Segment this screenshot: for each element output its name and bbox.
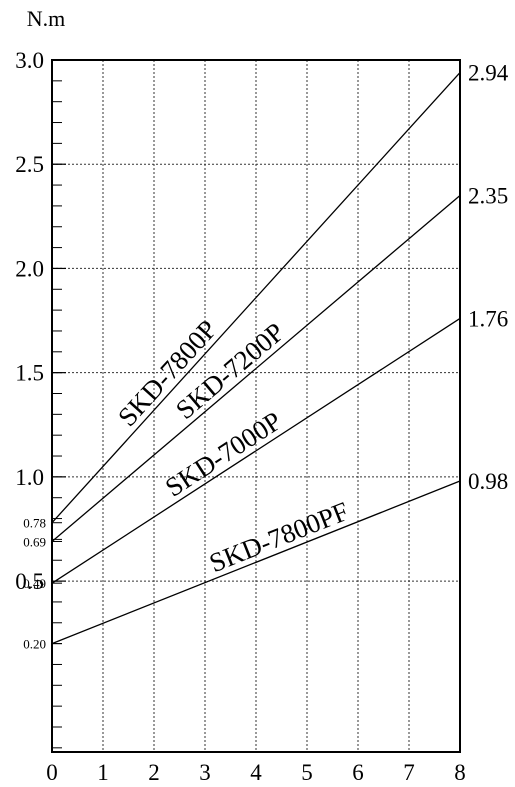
y-tick-label: 0.5 [15, 569, 44, 594]
x-tick-label: 0 [46, 760, 58, 785]
y-value-label: 0.69 [23, 534, 46, 549]
series-end-value-label: 1.76 [468, 306, 508, 331]
y-minor-ticks [52, 59, 66, 749]
x-tick-label: 3 [199, 760, 211, 785]
series-end-value-label: 2.94 [468, 61, 509, 86]
x-tick-label: 2 [148, 760, 160, 785]
y-axis-unit-label: N.m [27, 6, 66, 31]
series-line [51, 194, 461, 542]
series-end-value-label: 2.35 [468, 183, 508, 208]
y-tick-label: 3.0 [15, 48, 44, 73]
series-line [51, 317, 461, 584]
series-end-value-label: 0.98 [468, 469, 508, 494]
x-tick-label: 8 [454, 760, 466, 785]
y-tick-label: 2.0 [15, 256, 44, 281]
y-tick-label: 1.0 [15, 465, 44, 490]
labels: 0 1 2 3 4 5 6 7 8 3.0 2.5 2.0 1.5 1.0 0.5 0.78 0.69 0.49 0… [15, 48, 509, 785]
y-tick-label: 1.5 [15, 361, 44, 386]
x-tick-label: 7 [403, 760, 415, 785]
series-lines [51, 72, 461, 645]
series-name-label: SKD-7000P [160, 406, 287, 503]
y-value-label: 0.49 [23, 576, 46, 591]
series-line [51, 72, 461, 524]
series-name-label: SKD-7800PF [205, 496, 353, 578]
y-value-label: 0.20 [23, 637, 46, 652]
y-tick-label: 2.5 [15, 152, 44, 177]
x-tick-label: 6 [352, 760, 364, 785]
x-tick-label: 5 [301, 760, 313, 785]
y-value-label: 0.78 [23, 516, 46, 531]
plot-frame [51, 59, 461, 753]
x-tick-label: 1 [97, 760, 109, 785]
series-line [51, 480, 461, 645]
grid [52, 60, 460, 752]
x-tick-label: 4 [250, 760, 262, 785]
